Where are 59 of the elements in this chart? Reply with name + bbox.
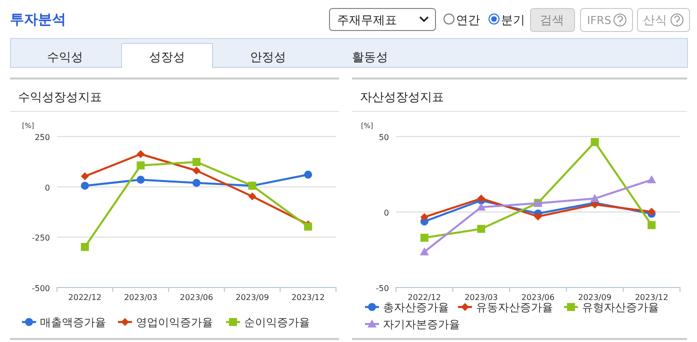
point (192, 178, 200, 187)
x-tick-label: 2023/03 (124, 293, 158, 302)
y-tick-label: -50 (376, 284, 389, 293)
point (192, 166, 200, 175)
y-tick-label: -500 (32, 284, 50, 293)
legend-label: 순이익증가율 (244, 316, 310, 329)
x-tick-label: 2023/03 (464, 293, 498, 302)
x-tick-label: 2022/12 (68, 293, 102, 302)
legend-label: 영업이익증가율 (136, 316, 213, 329)
point (80, 242, 89, 251)
x-tick-label: 2023/09 (578, 293, 612, 302)
point (590, 194, 600, 202)
legend-label: 유동자산증가율 (476, 301, 553, 314)
point (304, 170, 312, 179)
text: 검색 (540, 13, 564, 27)
x-tick-label: 2023/12 (291, 293, 325, 302)
y-tick-label: 0 (384, 208, 389, 218)
text: 안정성 (250, 50, 286, 64)
text: 성장성 (149, 50, 185, 64)
legend-label: 총자산증가율 (383, 301, 449, 314)
legend-label: 매출액증가율 (40, 316, 106, 329)
text: 수익성 (47, 50, 83, 64)
text: 분기 (501, 13, 525, 27)
point (648, 221, 656, 230)
text: 활동성 (352, 50, 388, 64)
text: 연간 (456, 13, 480, 27)
point (248, 192, 256, 200)
y-tick-label: 0 (44, 183, 50, 192)
point (647, 175, 656, 184)
point (304, 222, 312, 231)
point (477, 224, 486, 233)
point (136, 150, 145, 158)
text: IFRS (587, 14, 612, 27)
point (476, 202, 486, 211)
x-tick-label: 2023/12 (634, 293, 668, 302)
point (590, 138, 599, 146)
y-tick-label: 50 (378, 133, 389, 142)
point (136, 161, 145, 170)
point (420, 247, 429, 256)
point (80, 172, 89, 180)
x-tick-label: 2023/09 (236, 293, 269, 302)
text: 주재무제표 (337, 13, 397, 27)
point (420, 213, 428, 222)
chart-title: 수익성장성지표 (18, 90, 102, 104)
point (80, 182, 89, 190)
y-tick-label: 250 (34, 133, 50, 142)
y-tick-label: -250 (32, 234, 50, 243)
text: 투자분석 (10, 12, 66, 28)
x-tick-label: 2023/06 (521, 293, 555, 302)
point (192, 158, 200, 166)
point (420, 234, 428, 242)
chart-title: 자산성장성지표 (360, 90, 444, 104)
legend-label: 유형자산증가율 (582, 301, 659, 314)
x-tick-label: 2023/06 (180, 293, 214, 302)
point (534, 212, 542, 220)
x-tick-label: 2022/12 (408, 293, 442, 302)
legend-label: 자기자본증가율 (383, 318, 460, 331)
text: 산식 (643, 13, 667, 27)
point (136, 176, 145, 184)
